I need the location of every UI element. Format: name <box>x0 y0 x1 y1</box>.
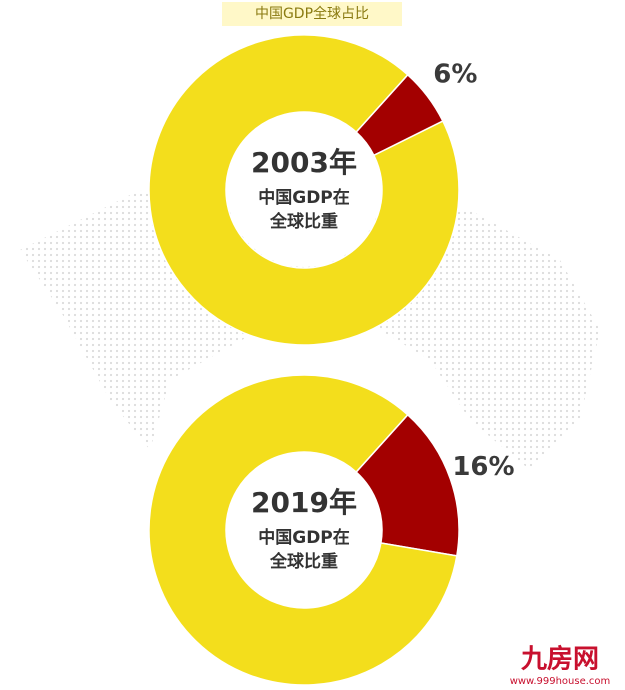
center-text: 全球比重 <box>269 551 338 572</box>
watermark-url: www.999house.com <box>510 676 611 687</box>
donut-slice <box>148 374 458 686</box>
center-text: 中国GDP在 <box>258 527 350 548</box>
donut-hole <box>227 113 381 267</box>
center-text: 2003年 <box>251 146 357 179</box>
value-label: 6% <box>433 60 477 90</box>
donut-hole <box>227 453 381 607</box>
center-text: 全球比重 <box>269 211 338 232</box>
center-text: 中国GDP在 <box>258 187 350 208</box>
title: 中国GDP全球占比 <box>255 5 369 22</box>
donut-slice <box>355 413 460 557</box>
value-label: 16% <box>452 452 514 482</box>
center-text: 2019年 <box>251 486 357 519</box>
title-box <box>222 2 402 26</box>
watermark-name: 九房网 <box>520 645 599 675</box>
donut-slice <box>148 34 460 346</box>
